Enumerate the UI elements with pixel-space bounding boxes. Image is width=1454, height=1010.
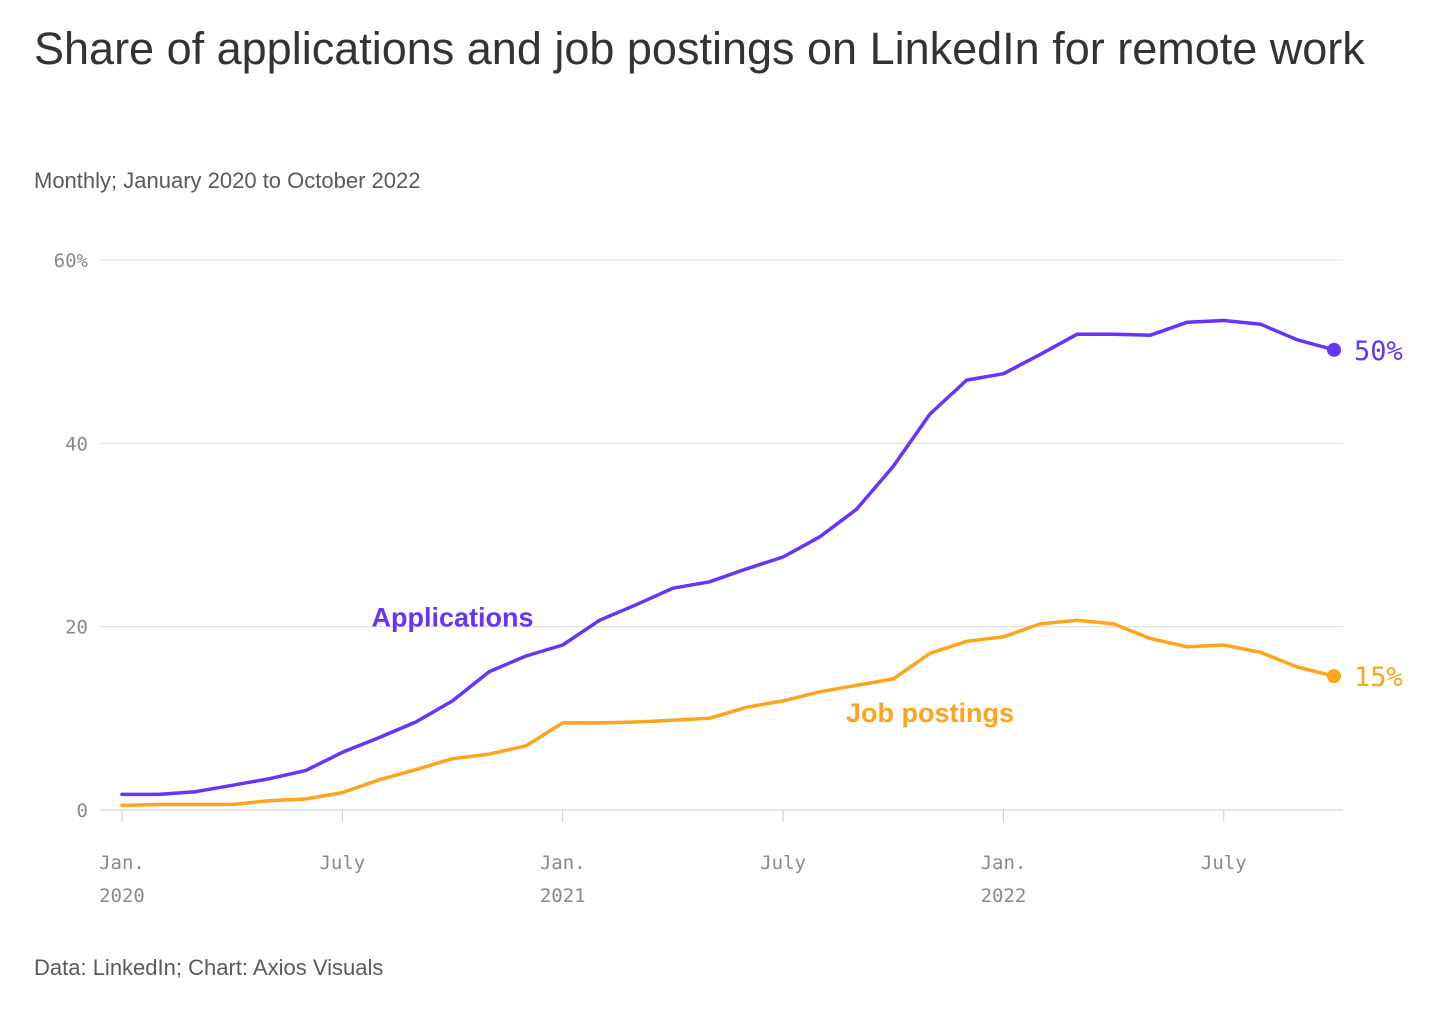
applications-end-point: [1327, 342, 1341, 357]
job-postings-end-label: 15%: [1354, 662, 1403, 693]
chart-subtitle: Monthly; January 2020 to October 2022: [34, 168, 421, 193]
applications-end-label: 50%: [1354, 336, 1403, 367]
gridlines: [100, 259, 1343, 811]
x-axis: Jan. 2020 July Jan. 2021 July Jan. 2022 July: [99, 810, 1247, 907]
x-tick-label: July: [760, 852, 806, 874]
job-postings-end-point: [1327, 669, 1341, 684]
x-tick-year-label: 2022: [981, 885, 1027, 907]
y-tick-label: 40: [65, 433, 88, 455]
y-tick-label: 60%: [54, 250, 89, 272]
y-tick-label: 20: [65, 617, 88, 639]
applications-series-label: Applications: [372, 603, 534, 633]
y-tick-label: 0: [77, 800, 88, 822]
y-axis: 0 20 40 60%: [54, 250, 89, 822]
x-tick-label: July: [1201, 852, 1247, 874]
x-tick-label: July: [319, 852, 365, 874]
line-chart: Jan. 2020 July Jan. 2021 July Jan. 2022 July 0 20…: [54, 250, 1403, 907]
x-tick-year-label: 2020: [99, 885, 145, 907]
applications-line: [120, 318, 1336, 797]
source-note: Data: LinkedIn; Chart: Axios Visuals: [34, 955, 384, 980]
x-tick-label: Jan.: [981, 852, 1027, 874]
x-tick-label: Jan.: [540, 852, 586, 874]
series-lines: [120, 318, 1341, 808]
job-postings-line: [120, 618, 1336, 808]
chart-title: Share of applications and job postings o…: [34, 23, 1365, 74]
x-tick-year-label: 2021: [540, 885, 586, 907]
series-labels: 50% Applications 15% Job postings: [372, 336, 1403, 728]
job-postings-series-label: Job postings: [846, 698, 1014, 728]
x-tick-label: Jan.: [99, 852, 145, 874]
